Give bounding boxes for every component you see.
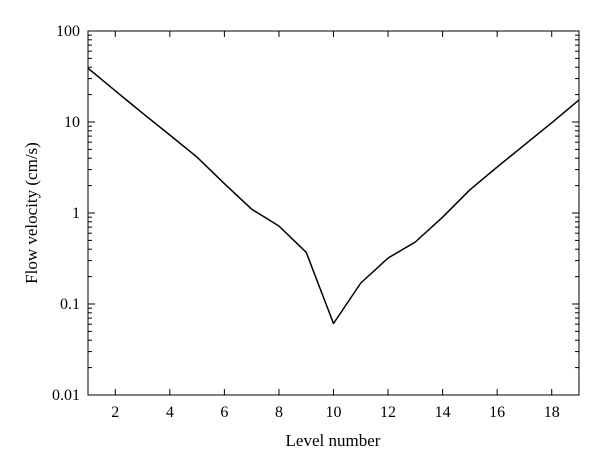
x-tick-label: 14 <box>435 404 451 421</box>
x-axis-label: Level number <box>286 431 381 450</box>
y-tick-label: 0.01 <box>52 387 80 404</box>
y-axis-label: Flow velocity (cm/s) <box>22 142 41 284</box>
y-tick-label: 1 <box>72 205 80 222</box>
y-axis-ticks: 0.01 0.1 1 10 100 <box>52 23 579 404</box>
x-tick-label: 4 <box>166 404 174 421</box>
y-tick-label: 10 <box>64 114 80 131</box>
x-tick-label: 16 <box>489 404 505 421</box>
x-tick-label: 12 <box>380 404 396 421</box>
x-tick-label: 6 <box>220 404 228 421</box>
flow-velocity-line <box>87 67 580 325</box>
plot-frame <box>87 30 580 396</box>
y-tick-label: 0.1 <box>60 296 80 313</box>
x-tick-label: 18 <box>544 404 560 421</box>
x-tick-label: 2 <box>111 404 119 421</box>
y-tick-label: 100 <box>56 23 80 40</box>
x-tick-label: 8 <box>275 404 283 421</box>
x-axis-ticks: 2 4 6 8 10 12 14 16 18 <box>111 31 560 421</box>
x-tick-label: 10 <box>326 404 342 421</box>
